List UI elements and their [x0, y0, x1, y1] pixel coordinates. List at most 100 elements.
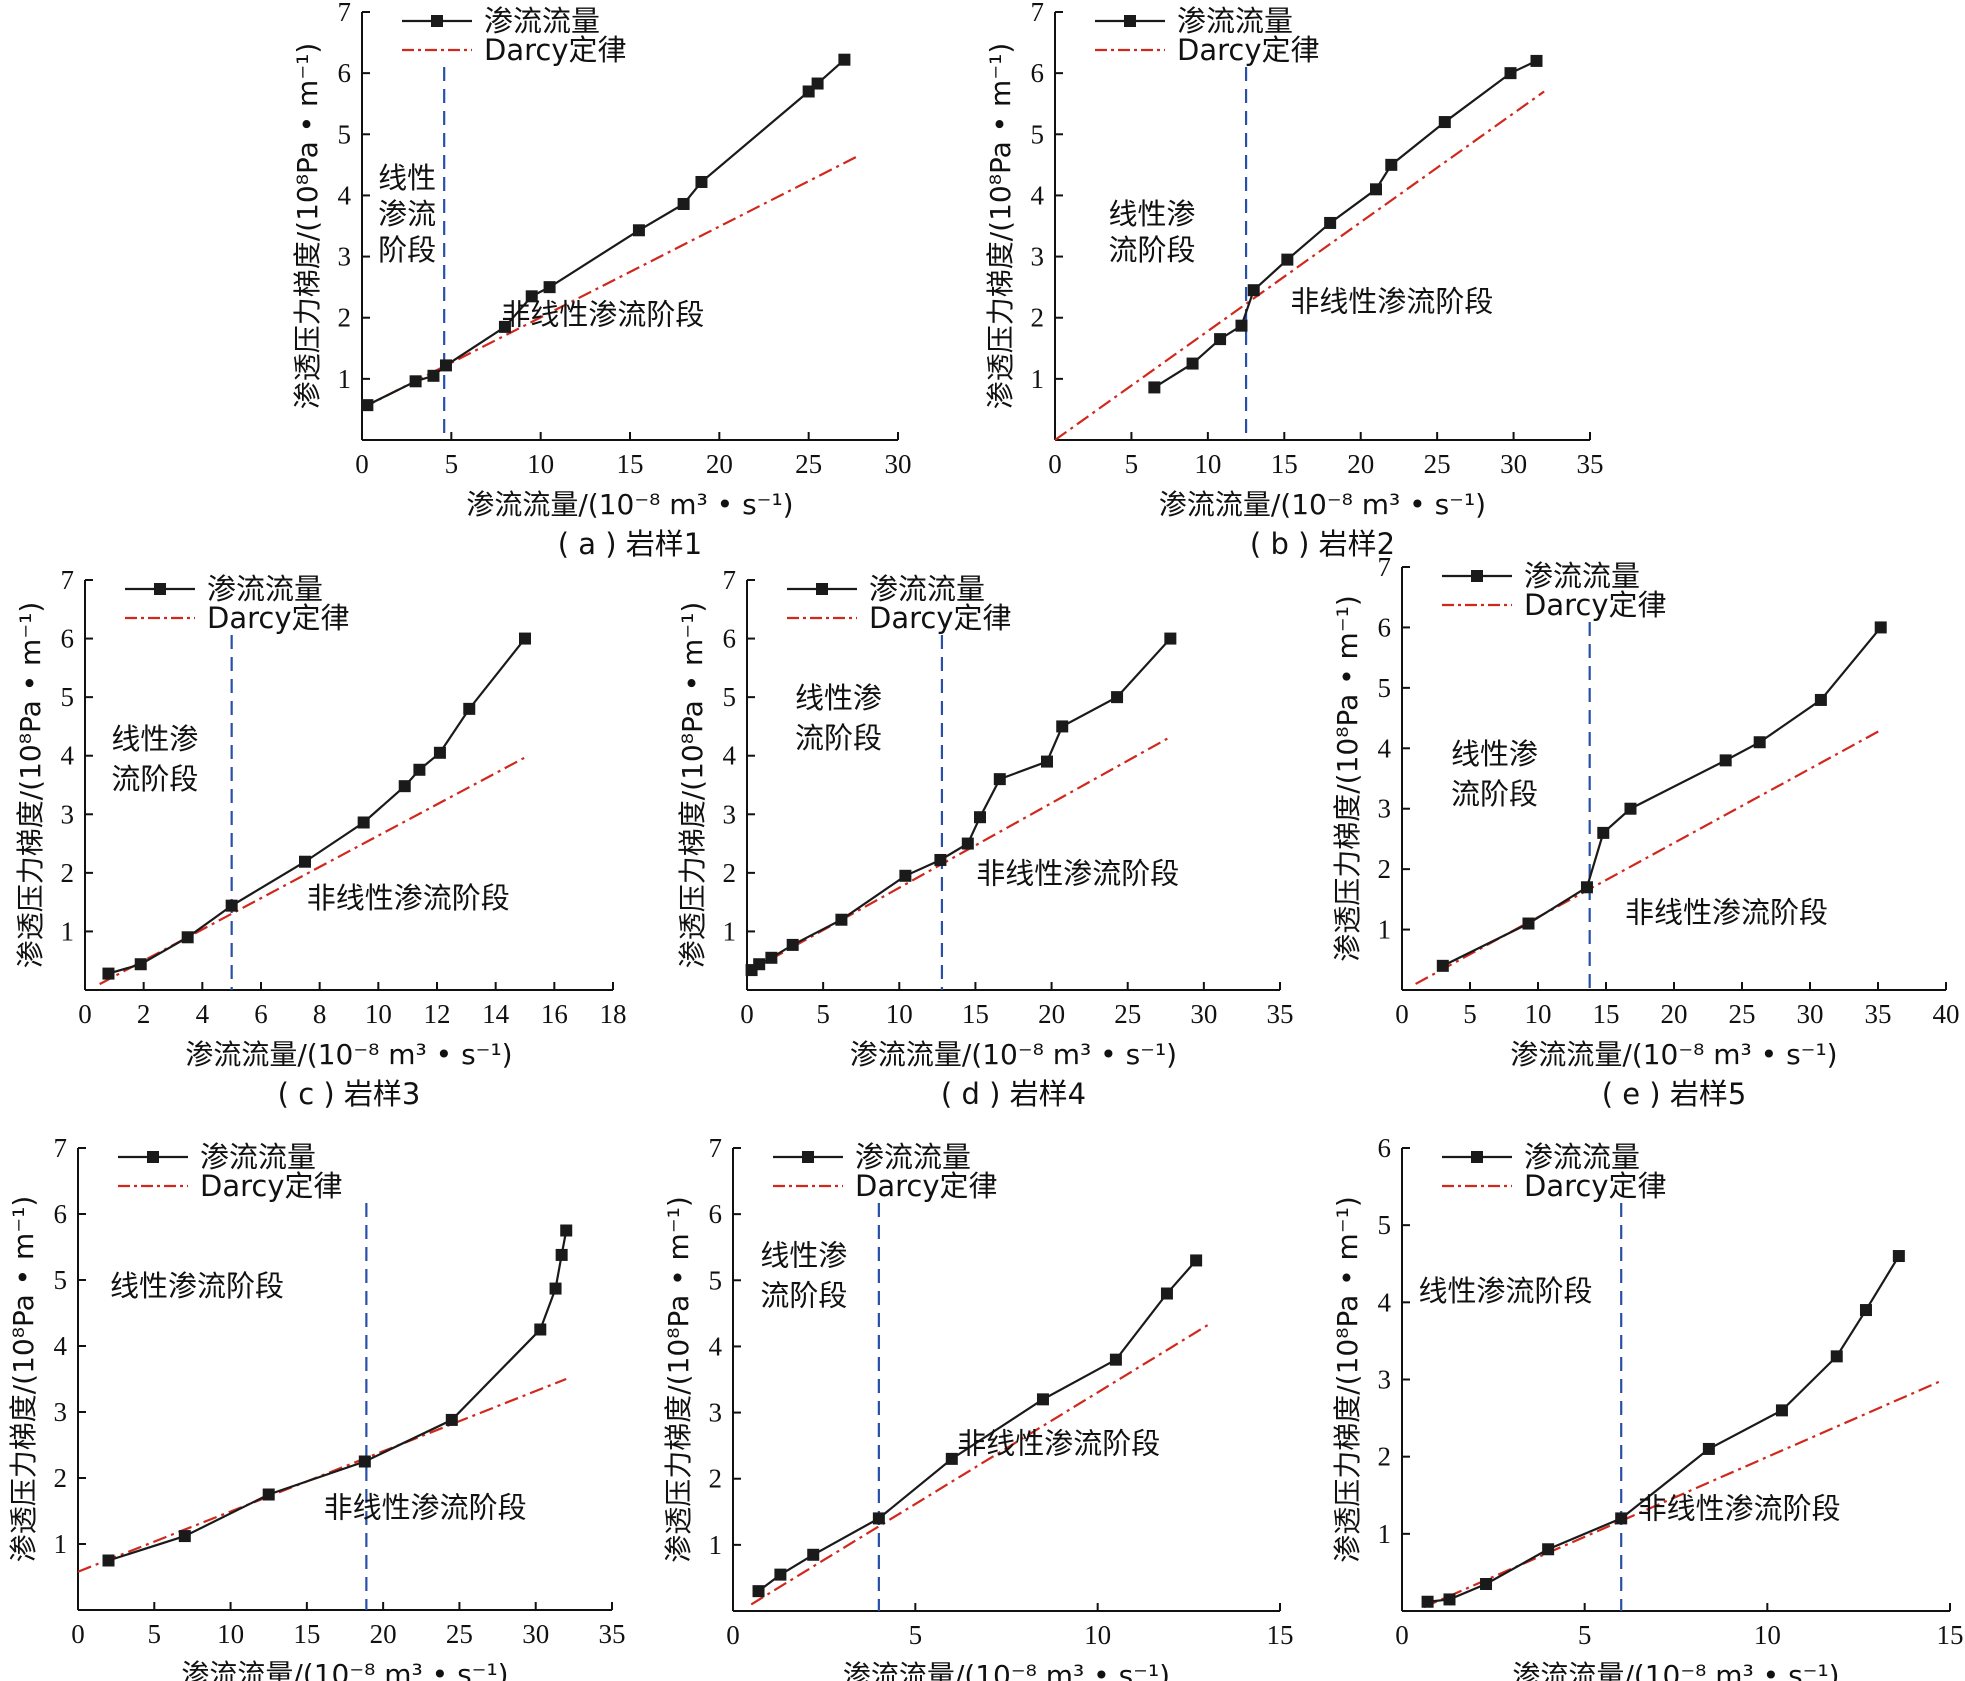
x-tick-label: 0 [78, 999, 92, 1029]
chart-panel-1: 0 5 10 15 20 25 30 1 2 3 4 5 6 7 渗流流量/(10⁻⁸ m³ • s⁻¹) 渗… [291, 0, 912, 561]
x-tick-label: 20 [1347, 449, 1374, 479]
flow-data-point [961, 837, 974, 850]
linear-stage-label: 线性渗流阶段 [110, 1269, 284, 1303]
x-tick-label: 10 [365, 999, 392, 1029]
linear-stage-label: 线性渗 [1451, 737, 1538, 771]
x-tick-label: 35 [1865, 999, 1892, 1029]
flow-data-point [1624, 802, 1637, 815]
y-tick-label: 6 [709, 1199, 723, 1229]
x-axis-title: 渗流流量/(10⁻⁸ m³ • s⁻¹) [466, 488, 793, 521]
y-axis-title: 渗透压力梯度/(10⁸Pa • m⁻¹) [1331, 595, 1364, 962]
panel-caption: ( b ) 岩样2 [1250, 527, 1395, 561]
panel-caption: ( c ) 岩样3 [278, 1077, 421, 1111]
flow-data-point [774, 1568, 787, 1581]
flow-series-line [1427, 1255, 1900, 1603]
x-tick-label: 30 [522, 1619, 549, 1649]
legend-flow-swatch-marker [1124, 15, 1136, 27]
panel-caption: ( e ) 岩样5 [1602, 1077, 1747, 1111]
y-tick-label: 7 [723, 565, 737, 595]
chart-panel-5: 0 5 10 15 20 25 30 35 40 1 2 3 4 5 6 7 渗流流量/(10⁻⁸ m³ • s… [1331, 552, 1960, 1111]
y-tick-label: 4 [1031, 180, 1045, 210]
x-axis-title: 渗流流量/(10⁻⁸ m³ • s⁻¹) [1510, 1038, 1837, 1071]
legend-darcy-label: Darcy定律 [207, 601, 350, 635]
x-tick-label: 5 [445, 449, 459, 479]
panel-caption: ( d ) 岩样4 [941, 1077, 1086, 1111]
legend-flow-label: 渗流流量 [484, 4, 600, 38]
y-tick-label: 4 [723, 741, 737, 771]
y-tick-label: 1 [54, 1529, 68, 1559]
flow-data-point [1830, 1350, 1843, 1363]
legend-flow-swatch-marker [1471, 570, 1483, 582]
y-tick-label: 5 [1378, 673, 1392, 703]
x-tick-label: 30 [1500, 449, 1527, 479]
y-tick-label: 6 [1378, 1133, 1392, 1163]
x-axis-title: 渗流流量/(10⁻⁸ m³ • s⁻¹) [185, 1038, 512, 1071]
flow-data-point [543, 281, 556, 294]
x-tick-label: 2 [137, 999, 151, 1029]
x-tick-label: 10 [527, 449, 554, 479]
x-tick-label: 25 [1114, 999, 1141, 1029]
flow-data-point [358, 1455, 371, 1468]
legend-flow-label: 渗流流量 [855, 1140, 971, 1174]
flow-data-point [973, 811, 986, 824]
flow-data-point [753, 958, 766, 971]
flow-data-point [1370, 183, 1382, 196]
y-tick-label: 4 [61, 741, 75, 771]
chart-panel-7: 0 5 10 15 1 2 3 4 5 6 7 渗流流量/(10⁻⁸ m³ • s⁻¹) 渗透压力梯度/… [662, 1133, 1294, 1681]
y-tick-label: 3 [1031, 242, 1045, 272]
x-tick-label: 35 [1267, 999, 1294, 1029]
x-tick-label: 35 [599, 1619, 626, 1649]
linear-stage-label: 流阶段 [1451, 777, 1538, 811]
nonlinear-stage-label: 非线性渗流阶段 [1625, 895, 1828, 929]
flow-data-point [1530, 54, 1543, 67]
flow-data-point [632, 224, 645, 237]
flow-data-point [299, 855, 311, 868]
flow-data-point [134, 958, 147, 971]
nonlinear-stage-label: 非线性渗流阶段 [501, 297, 704, 331]
flow-data-point [695, 175, 708, 188]
y-axis-title: 渗透压力梯度/(10⁸Pa • m⁻¹) [676, 602, 709, 969]
flow-data-point [1775, 1404, 1788, 1417]
legend-flow-swatch-marker [147, 1151, 159, 1163]
y-tick-label: 7 [709, 1133, 723, 1163]
legend-flow-label: 渗流流量 [1524, 1140, 1640, 1174]
y-tick-label: 5 [723, 682, 737, 712]
y-tick-label: 4 [54, 1331, 68, 1361]
flow-data-point [498, 320, 511, 333]
x-tick-label: 20 [1661, 999, 1688, 1029]
y-tick-label: 1 [1378, 915, 1392, 945]
linear-stage-label: 线性渗 [760, 1238, 847, 1272]
legend-flow-swatch-marker [816, 583, 828, 595]
y-tick-label: 4 [1378, 1287, 1392, 1317]
y-tick-label: 3 [1378, 794, 1392, 824]
nonlinear-stage-label: 非线性渗流阶段 [957, 1427, 1160, 1461]
x-tick-label: 5 [816, 999, 830, 1029]
y-tick-label: 7 [1378, 552, 1392, 582]
x-axis-title: 渗流流量/(10⁻⁸ m³ • s⁻¹) [1512, 1659, 1839, 1681]
darcy-law-line [750, 1322, 1212, 1606]
linear-stage-label: 线性渗 [795, 681, 882, 715]
x-tick-label: 15 [1937, 1620, 1964, 1650]
linear-stage-label: 流阶段 [1109, 233, 1196, 267]
linear-stage-label: 流阶段 [795, 721, 882, 755]
y-tick-label: 1 [709, 1530, 723, 1560]
x-tick-label: 15 [1271, 449, 1298, 479]
x-tick-label: 15 [617, 449, 644, 479]
y-tick-label: 1 [1378, 1519, 1392, 1549]
x-tick-label: 5 [148, 1619, 162, 1649]
nonlinear-stage-label: 非线性渗流阶段 [1638, 1491, 1841, 1525]
y-tick-label: 3 [709, 1398, 723, 1428]
legend-flow-swatch-marker [154, 583, 166, 595]
linear-stage-label: 线性渗 [111, 722, 198, 756]
x-tick-label: 15 [1267, 1620, 1294, 1650]
flow-data-point [463, 702, 476, 715]
y-tick-label: 4 [1378, 733, 1392, 763]
flow-data-point [1421, 1595, 1434, 1608]
legend-darcy-label: Darcy定律 [484, 33, 627, 67]
x-tick-label: 20 [370, 1619, 397, 1649]
y-tick-label: 2 [338, 303, 352, 333]
flow-data-point [1438, 116, 1451, 129]
y-tick-label: 6 [1378, 612, 1392, 642]
x-tick-label: 10 [886, 999, 913, 1029]
flow-data-point [872, 1512, 885, 1525]
